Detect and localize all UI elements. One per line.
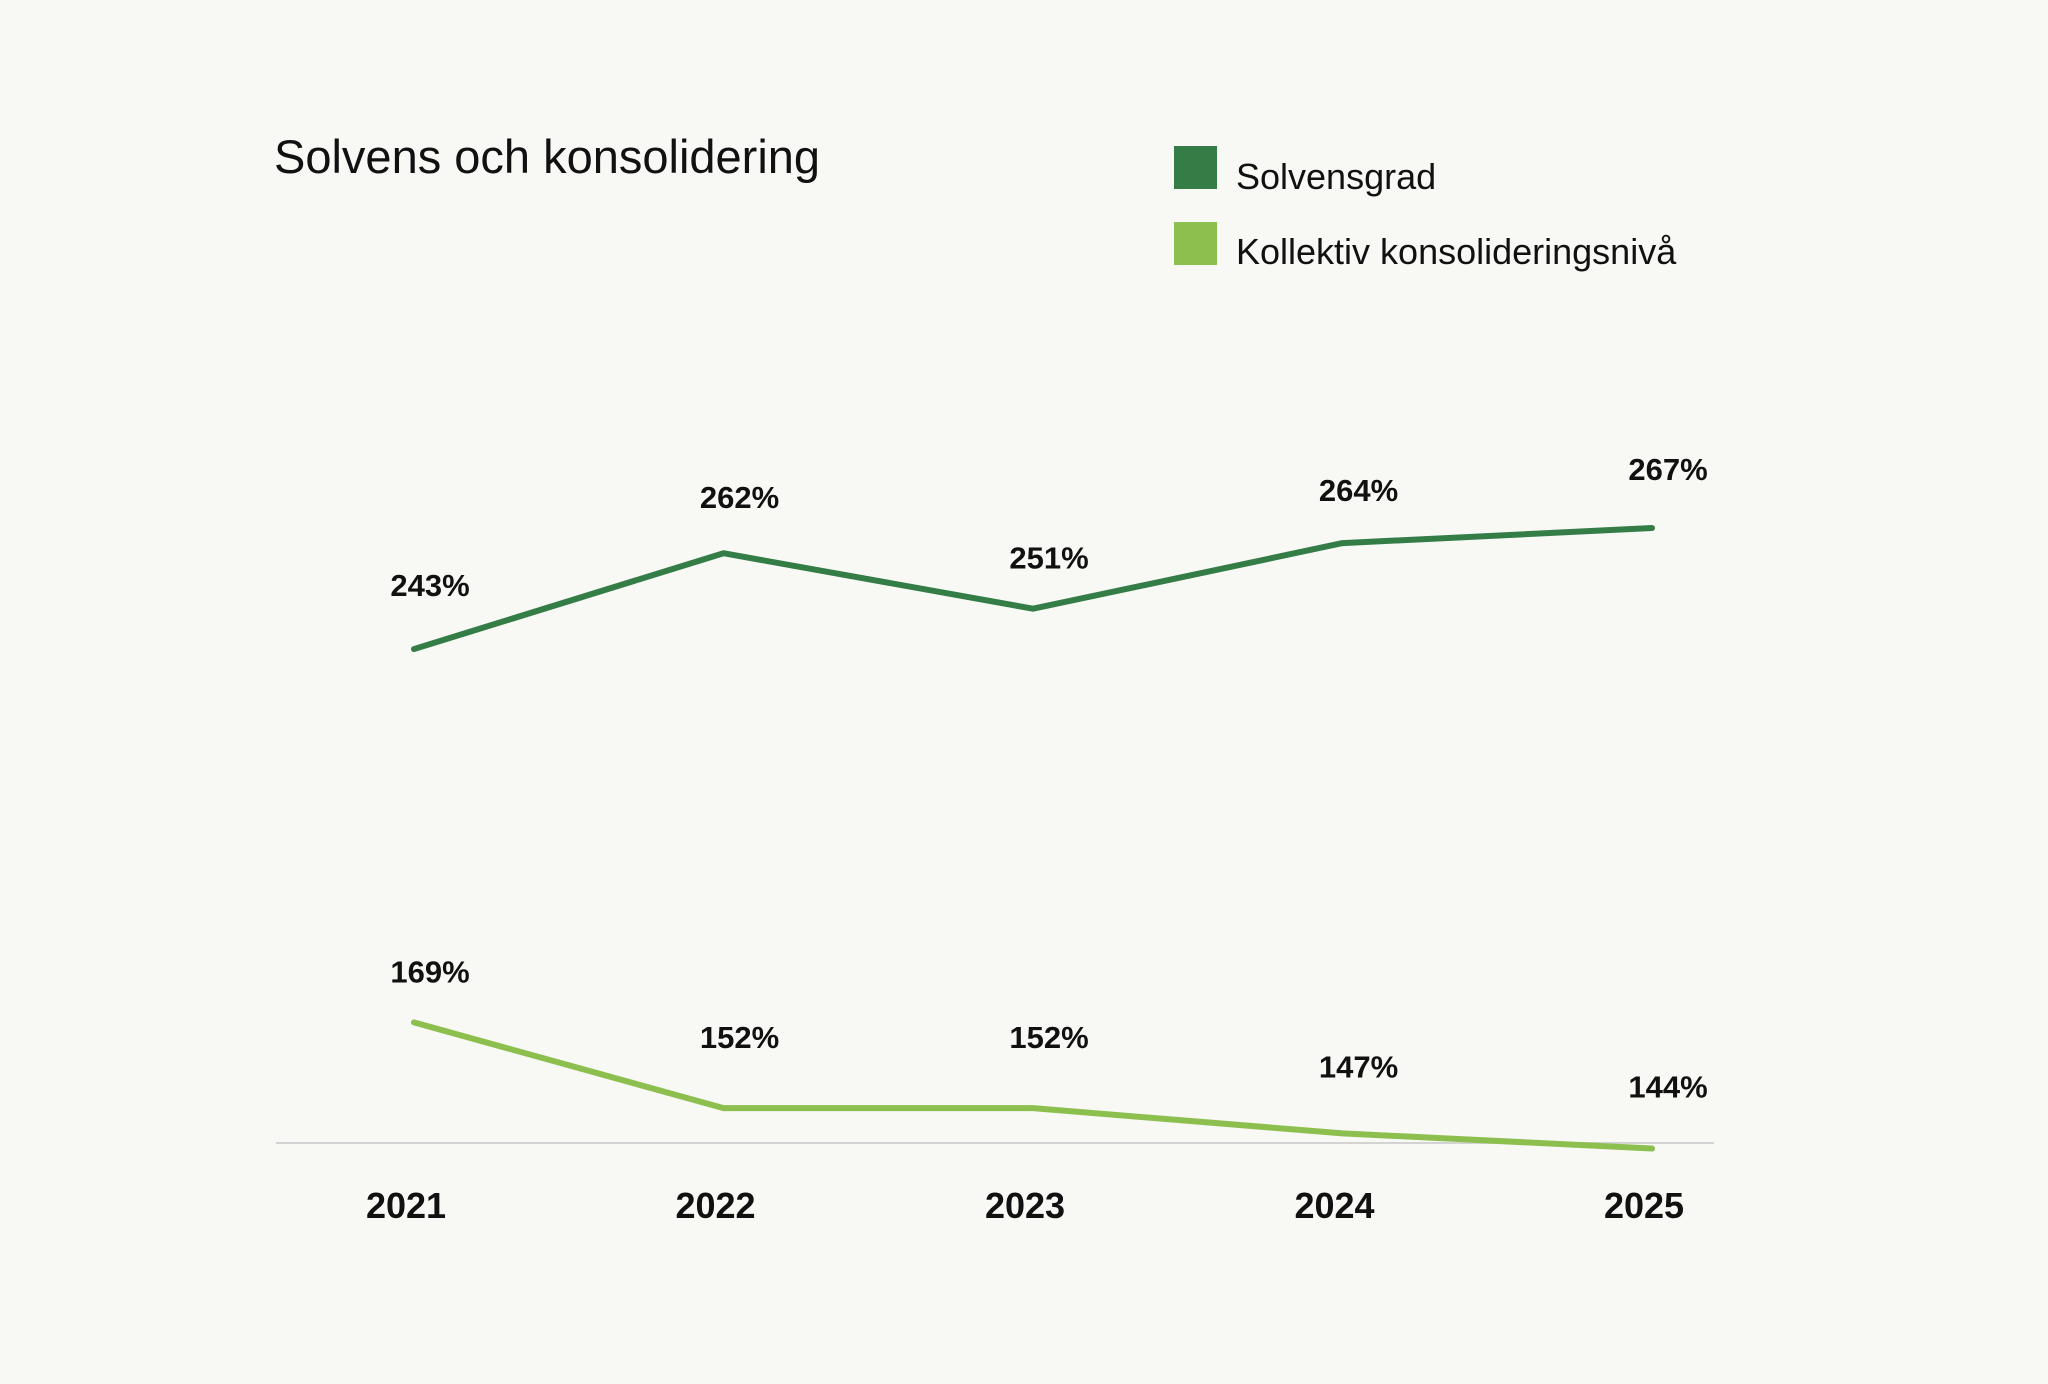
data-label-solvensgrad-2025: 267%	[1628, 452, 1707, 487]
chart-title: Solvens och konsolidering	[274, 130, 820, 183]
x-tick-2023: 2023	[985, 1185, 1065, 1226]
data-label-kollektiv-konsolideringsniva-2021: 169%	[390, 954, 469, 989]
data-label-kollektiv-konsolideringsniva-2024: 147%	[1319, 1049, 1398, 1084]
x-tick-2021: 2021	[366, 1185, 446, 1226]
legend-label-kollektiv-konsolideringsniva: Kollektiv konsolideringsnivå	[1236, 231, 1677, 272]
legend-swatch-kollektiv-konsolideringsniva	[1174, 222, 1217, 265]
x-tick-2025: 2025	[1604, 1185, 1684, 1226]
data-label-solvensgrad-2023: 251%	[1009, 541, 1088, 576]
legend-swatch-solvensgrad	[1174, 146, 1217, 189]
data-label-kollektiv-konsolideringsniva-2022: 152%	[700, 1020, 779, 1055]
data-label-solvensgrad-2024: 264%	[1319, 473, 1398, 508]
legend-label-solvensgrad: Solvensgrad	[1236, 156, 1436, 197]
data-label-layer: 243% 262% 251% 264% 267% 169% 152% 152% 147% 144%	[390, 452, 1707, 1105]
legend: Solvensgrad Kollektiv konsolideringsnivå	[1174, 146, 1677, 272]
data-label-kollektiv-konsolideringsniva-2025: 144%	[1628, 1070, 1707, 1105]
series-line-solvensgrad	[411, 524, 1655, 653]
x-tick-layer: 2021 2022 2023 2024 2025	[366, 1185, 1684, 1226]
data-label-solvensgrad-2021: 243%	[390, 568, 469, 603]
data-label-kollektiv-konsolideringsniva-2023: 152%	[1009, 1020, 1088, 1055]
x-tick-2022: 2022	[675, 1185, 755, 1226]
data-label-solvensgrad-2022: 262%	[700, 480, 779, 515]
x-tick-2024: 2024	[1294, 1185, 1374, 1226]
series-line-kollektiv-konsolideringsniva	[411, 1019, 1655, 1152]
series-layer	[411, 524, 1655, 1152]
